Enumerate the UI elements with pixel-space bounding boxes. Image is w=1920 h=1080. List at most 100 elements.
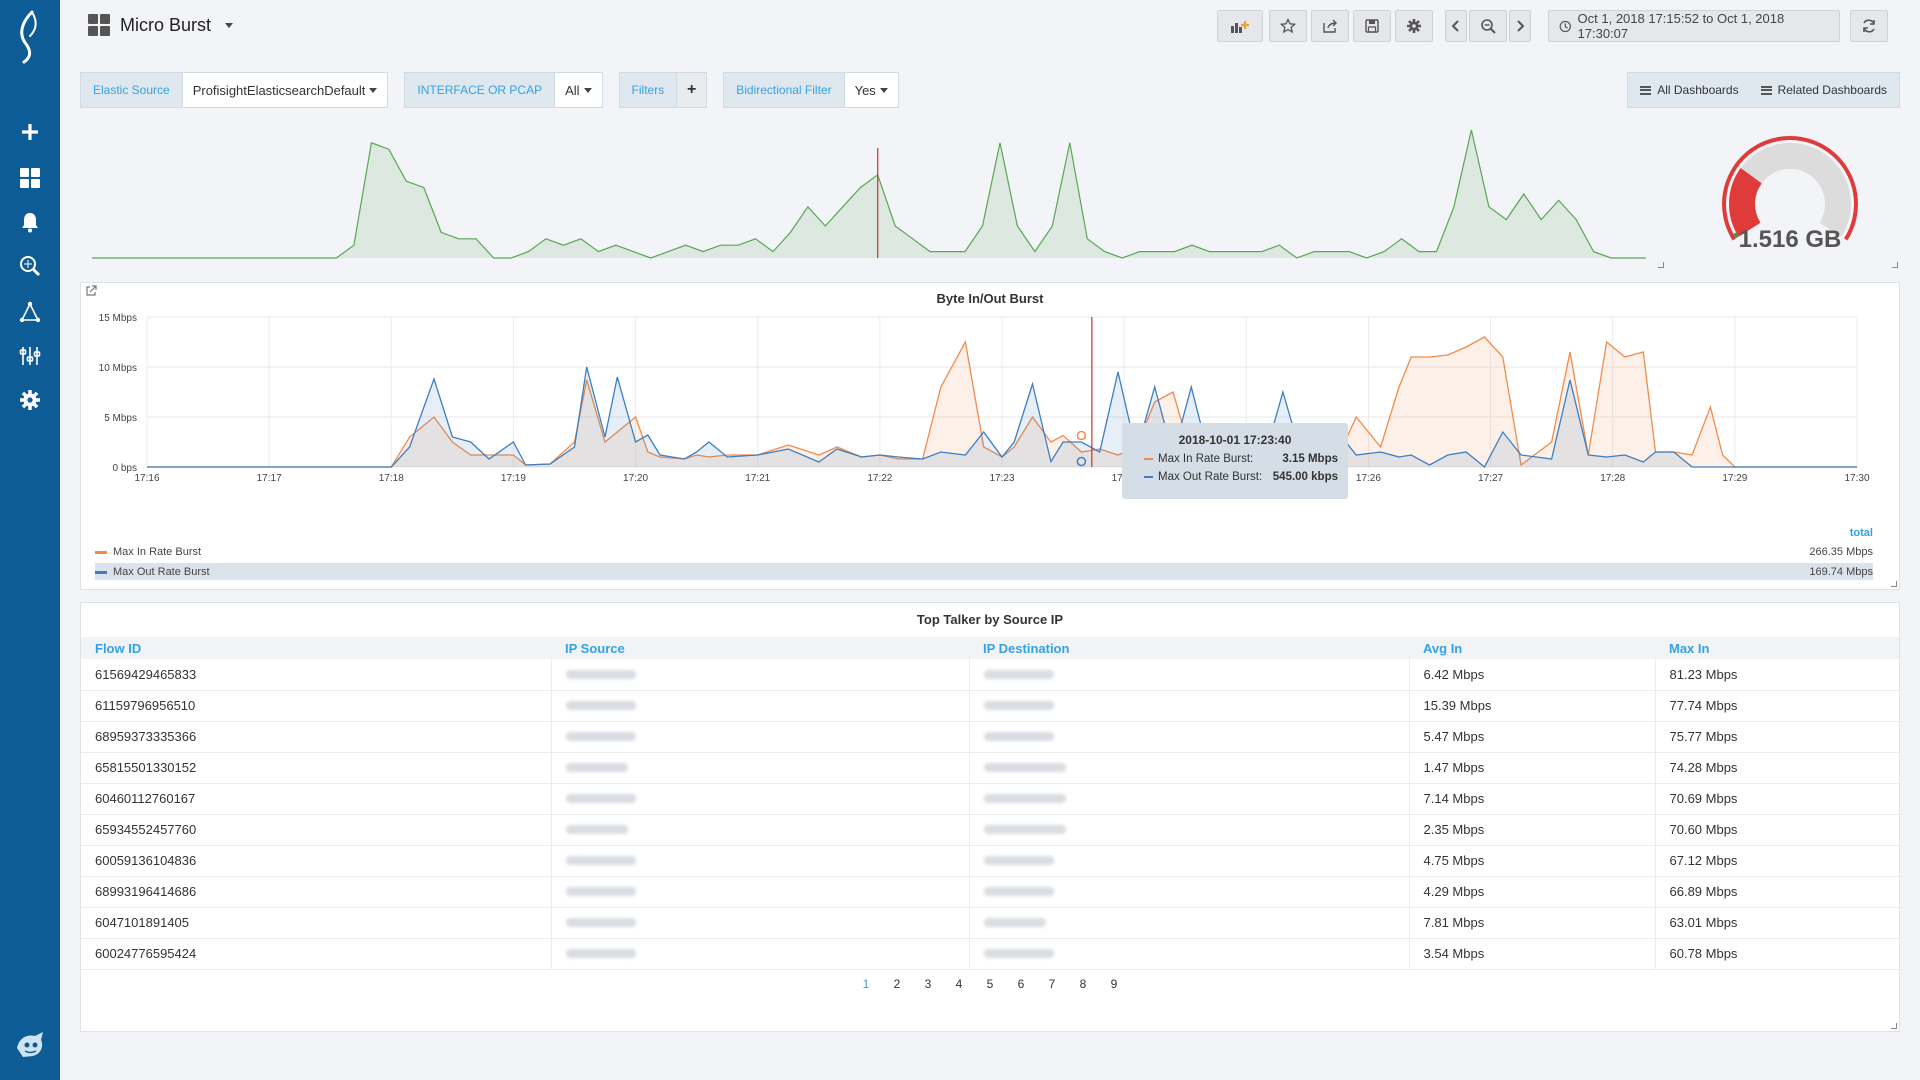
add-panel-button[interactable]	[1217, 10, 1263, 42]
refresh-button[interactable]	[1850, 10, 1888, 42]
dashboard-links: All Dashboards Related Dashboards	[1627, 72, 1900, 108]
settings-button[interactable]	[1395, 10, 1433, 42]
elastic-source-select[interactable]: ProfisightElasticsearchDefault	[182, 72, 389, 108]
gear-icon	[1407, 19, 1421, 33]
table-row[interactable]: 61569429465833 6.42 Mbps 81.23 Mbps	[81, 659, 1899, 691]
time-range-text: Oct 1, 2018 17:15:52 to Oct 1, 2018 17:3…	[1577, 11, 1785, 41]
plus-icon[interactable]	[18, 120, 42, 144]
table-cell: 2.35 Mbps	[1409, 814, 1656, 846]
table-row[interactable]: 60024776595424 3.54 Mbps 60.78 Mbps	[81, 938, 1899, 970]
zoom-out-button[interactable]	[1469, 10, 1507, 42]
redacted-ip-destination	[983, 732, 1054, 741]
sidebar	[0, 0, 60, 1080]
redacted-ip-destination	[983, 763, 1066, 772]
table-cell: 70.69 Mbps	[1655, 783, 1899, 815]
column-header[interactable]: Avg In	[1409, 637, 1655, 659]
chevron-left-icon	[1451, 20, 1459, 32]
time-forward-button[interactable]	[1509, 10, 1531, 42]
table-cell: 65934552457760	[81, 814, 552, 846]
chart-tooltip: 2018-10-01 17:23:40 Max In Rate Burst: 3…	[1122, 423, 1348, 499]
table-row[interactable]: 65934552457760 2.35 Mbps 70.60 Mbps	[81, 814, 1899, 846]
dashboard-picker[interactable]: Micro Burst	[88, 14, 234, 36]
table-row[interactable]: 61159796956510 15.39 Mbps 77.74 Mbps	[81, 690, 1899, 722]
bell-icon[interactable]	[18, 210, 42, 234]
table-row[interactable]: 65815501330152 1.47 Mbps 74.28 Mbps	[81, 752, 1899, 784]
page-1[interactable]: 1	[862, 977, 870, 991]
redacted-ip-destination	[983, 918, 1046, 927]
user-avatar-icon[interactable]	[13, 1028, 47, 1062]
gauge-chart	[1722, 135, 1858, 241]
external-link-icon[interactable]	[85, 285, 97, 297]
legend-item-in[interactable]: Max In Rate Burst	[95, 546, 1873, 558]
column-header[interactable]: Flow ID	[81, 637, 551, 659]
page-2[interactable]: 2	[893, 977, 901, 991]
legend-item-out[interactable]: Max Out Rate Burst	[95, 566, 210, 578]
page-5[interactable]: 5	[986, 977, 994, 991]
redacted-ip-source	[565, 669, 636, 679]
topology-icon[interactable]	[18, 300, 42, 324]
tooltip-label: Max Out Rate Burst:	[1158, 471, 1263, 483]
gear-icon[interactable]	[18, 388, 42, 412]
table-row[interactable]: 68993196414686 4.29 Mbps 66.89 Mbps	[81, 876, 1899, 908]
explore-icon[interactable]	[18, 254, 42, 278]
table-cell	[551, 721, 970, 753]
table-cell: 4.75 Mbps	[1409, 845, 1656, 877]
legend-swatch	[1144, 458, 1153, 460]
zoom-out-icon	[1481, 19, 1496, 34]
x-tick-label: 17:28	[1600, 473, 1625, 484]
save-icon	[1365, 19, 1379, 33]
table-row[interactable]: 60460112760167 7.14 Mbps 70.69 Mbps	[81, 783, 1899, 815]
star-icon	[1280, 18, 1296, 34]
table-row[interactable]: 68959373335366 5.47 Mbps 75.77 Mbps	[81, 721, 1899, 753]
dashboard-grid-icon[interactable]	[18, 166, 42, 190]
time-range-picker[interactable]: Oct 1, 2018 17:15:52 to Oct 1, 2018 17:3…	[1548, 10, 1840, 42]
column-header[interactable]: IP Destination	[969, 637, 1409, 659]
chevron-right-icon	[1517, 20, 1525, 32]
bidirectional-select[interactable]: Yes	[844, 72, 899, 108]
page-7[interactable]: 7	[1048, 977, 1056, 991]
table-row[interactable]: 6047101891405 7.81 Mbps 63.01 Mbps	[81, 907, 1899, 939]
chevron-down-icon	[369, 87, 378, 93]
resize-handle[interactable]	[1658, 262, 1664, 268]
logo-icon[interactable]	[12, 8, 48, 64]
add-filter-button[interactable]: +	[677, 72, 708, 108]
table-cell: 61159796956510	[81, 690, 552, 722]
y-tick-label: 10 Mbps	[99, 363, 137, 374]
hover-point-out	[1076, 456, 1087, 467]
table-cell: 3.54 Mbps	[1409, 938, 1656, 970]
page-8[interactable]: 8	[1079, 977, 1087, 991]
star-button[interactable]	[1269, 10, 1307, 42]
time-back-button[interactable]	[1445, 10, 1467, 42]
table-cell: 67.12 Mbps	[1655, 845, 1899, 877]
table-cell	[969, 783, 1410, 815]
table-header-row: Flow ID IP Source IP Destination Avg In …	[81, 637, 1899, 659]
table-cell: 6047101891405	[81, 907, 552, 939]
legend-total-in: 266.35 Mbps	[1809, 546, 1873, 558]
page-3[interactable]: 3	[924, 977, 932, 991]
template-variables: Elastic Source ProfisightElasticsearchDe…	[80, 72, 899, 108]
sparkline-line	[92, 129, 1646, 259]
page-6[interactable]: 6	[1017, 977, 1025, 991]
redacted-ip-destination	[983, 794, 1066, 803]
var-label: Filters	[618, 72, 678, 108]
table-cell	[969, 690, 1410, 722]
related-dashboards-link[interactable]: Related Dashboards	[1760, 83, 1887, 97]
resize-handle[interactable]	[1892, 262, 1898, 268]
table-row[interactable]: 60059136104836 4.75 Mbps 67.12 Mbps	[81, 845, 1899, 877]
resize-handle[interactable]	[1891, 1023, 1897, 1029]
sparkline-chart[interactable]	[80, 120, 1666, 270]
save-button[interactable]	[1353, 10, 1391, 42]
share-button[interactable]	[1311, 10, 1349, 42]
column-header[interactable]: IP Source	[551, 637, 969, 659]
column-header[interactable]: Max In	[1655, 637, 1899, 659]
resize-handle[interactable]	[1891, 581, 1897, 587]
redacted-ip-source	[565, 794, 636, 803]
all-dashboards-link[interactable]: All Dashboards	[1640, 83, 1739, 97]
gauge-value: 1.516 GB	[1738, 226, 1842, 253]
page-9[interactable]: 9	[1110, 977, 1118, 991]
interface-select[interactable]: All	[555, 72, 603, 108]
page-4[interactable]: 4	[955, 977, 963, 991]
sliders-icon[interactable]	[18, 344, 42, 368]
table-cell: 1.47 Mbps	[1409, 752, 1656, 784]
